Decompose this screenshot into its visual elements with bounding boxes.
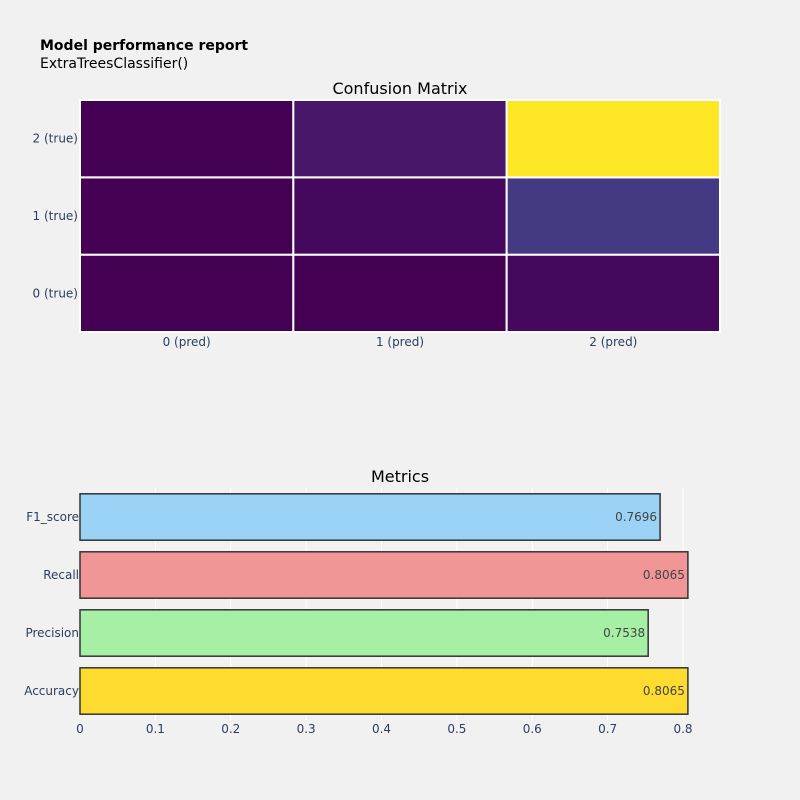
report-title: Model performance report: [40, 38, 248, 54]
confusion-matrix-chart: Confusion Matrix 0 (pred) 1 (pred) 2 (pred…: [33, 79, 721, 349]
heatmap-x-tick-label: 0 (pred): [163, 335, 211, 349]
metrics-x-tick-label: 0.2: [221, 722, 240, 736]
metrics-x-tick-label: 0.3: [297, 722, 316, 736]
metric-value-label: 0.7538: [603, 626, 645, 640]
metric-category-label: Recall: [43, 568, 79, 582]
metric-value-label: 0.8065: [643, 568, 685, 582]
heatmap-cell: [292, 99, 508, 179]
metric-category-label: F1_score: [26, 510, 79, 524]
heatmap-y-tick-label: 2 (true): [33, 132, 78, 146]
metric-category-label: Accuracy: [24, 684, 79, 698]
metrics-x-tick-label: 0: [76, 722, 84, 736]
heatmap-cell: [505, 253, 721, 334]
metrics-x-tick-label: 0.8: [673, 722, 692, 736]
heatmap-cell: [292, 176, 508, 256]
heatmap-cell: [505, 99, 721, 179]
metric-bar: [79, 609, 649, 657]
confusion-matrix-title: Confusion Matrix: [332, 79, 467, 98]
metric-value-label: 0.7696: [615, 510, 657, 524]
metrics-chart: Metrics 0 0.1 0.2 0.3 0.4 0.5 0.6 0.7 0.8 0.8065 A…: [24, 467, 692, 736]
metrics-x-tick-label: 0.4: [372, 722, 391, 736]
heatmap-x-tick-label: 1 (pred): [376, 335, 424, 349]
heatmap-cell: [79, 253, 295, 334]
metrics-x-tick-label: 0.6: [523, 722, 542, 736]
heatmap-y-tick-label: 1 (true): [33, 209, 78, 223]
metrics-x-tick-label: 0.7: [598, 722, 617, 736]
report-subtitle: ExtraTreesClassifier(): [40, 56, 188, 72]
heatmap-cell: [79, 99, 295, 179]
metrics-x-tick-label: 0.5: [447, 722, 466, 736]
heatmap-y-tick-label: 0 (true): [33, 286, 78, 300]
metric-bar: [79, 667, 689, 715]
metric-bar: [79, 493, 661, 541]
metric-value-label: 0.8065: [643, 684, 685, 698]
heatmap-cell: [505, 176, 721, 256]
heatmap-cell: [79, 176, 295, 256]
metrics-x-tick-label: 0.1: [146, 722, 165, 736]
heatmap-cell: [292, 253, 508, 334]
heatmap-x-tick-label: 2 (pred): [589, 335, 637, 349]
metric-bar: [79, 551, 689, 599]
metric-category-label: Precision: [25, 626, 79, 640]
metrics-title: Metrics: [371, 467, 429, 486]
